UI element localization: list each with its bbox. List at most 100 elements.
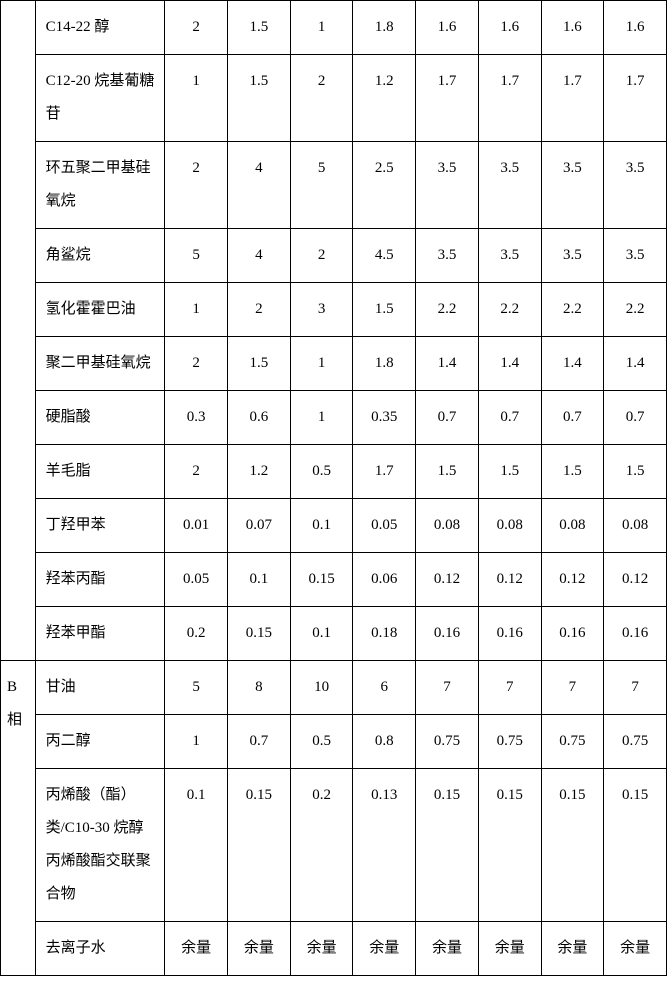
table-row: B相甘油581067777 — [1, 661, 667, 715]
value-cell: 0.75 — [541, 715, 604, 769]
value-cell: 1.8 — [353, 337, 416, 391]
value-cell: 5 — [290, 142, 353, 229]
value-cell: 4.5 — [353, 229, 416, 283]
value-cell: 2 — [165, 1, 228, 55]
value-cell: 1.5 — [228, 1, 291, 55]
value-cell: 0.1 — [165, 769, 228, 922]
value-cell: 1.5 — [228, 55, 291, 142]
value-cell: 1.6 — [604, 1, 667, 55]
value-cell: 7 — [478, 661, 541, 715]
table-row: 聚二甲基硅氧烷21.511.81.41.41.41.4 — [1, 337, 667, 391]
table-row: 羟苯丙酯0.050.10.150.060.120.120.120.12 — [1, 553, 667, 607]
ingredient-name-cell: 羟苯甲酯 — [35, 607, 165, 661]
ingredient-name-cell: 羟苯丙酯 — [35, 553, 165, 607]
value-cell: 1 — [290, 337, 353, 391]
value-cell: 3.5 — [478, 142, 541, 229]
phase-cell — [1, 1, 36, 661]
value-cell: 0.5 — [290, 715, 353, 769]
table-row: 丙烯酸（酯）类/C10-30 烷醇丙烯酸酯交联聚合物0.10.150.20.13… — [1, 769, 667, 922]
value-cell: 1 — [165, 283, 228, 337]
value-cell: 0.08 — [604, 499, 667, 553]
value-cell: 1.6 — [541, 1, 604, 55]
value-cell: 1.5 — [541, 445, 604, 499]
value-cell: 余量 — [478, 922, 541, 976]
value-cell: 1.2 — [353, 55, 416, 142]
value-cell: 余量 — [604, 922, 667, 976]
value-cell: 0.35 — [353, 391, 416, 445]
value-cell: 1.2 — [228, 445, 291, 499]
value-cell: 2.2 — [478, 283, 541, 337]
value-cell: 7 — [604, 661, 667, 715]
value-cell: 2.2 — [416, 283, 479, 337]
value-cell: 余量 — [290, 922, 353, 976]
value-cell: 3.5 — [416, 142, 479, 229]
value-cell: 0.16 — [604, 607, 667, 661]
value-cell: 2 — [290, 55, 353, 142]
value-cell: 1.6 — [478, 1, 541, 55]
value-cell: 3.5 — [604, 229, 667, 283]
value-cell: 1.7 — [353, 445, 416, 499]
table-body: C14-22 醇21.511.81.61.61.61.6C12-20 烷基葡糖苷… — [1, 1, 667, 976]
value-cell: 2.5 — [353, 142, 416, 229]
value-cell: 1.7 — [541, 55, 604, 142]
value-cell: 1.8 — [353, 1, 416, 55]
value-cell: 0.08 — [416, 499, 479, 553]
ingredient-name-cell: 硬脂酸 — [35, 391, 165, 445]
value-cell: 1.7 — [416, 55, 479, 142]
table-row: 羟苯甲酯0.20.150.10.180.160.160.160.16 — [1, 607, 667, 661]
value-cell: 0.05 — [353, 499, 416, 553]
value-cell: 0.7 — [541, 391, 604, 445]
value-cell: 0.15 — [290, 553, 353, 607]
value-cell: 0.75 — [416, 715, 479, 769]
value-cell: 0.3 — [165, 391, 228, 445]
value-cell: 0.18 — [353, 607, 416, 661]
table-row: 环五聚二甲基硅氧烷2452.53.53.53.53.5 — [1, 142, 667, 229]
value-cell: 1.4 — [541, 337, 604, 391]
value-cell: 余量 — [353, 922, 416, 976]
value-cell: 6 — [353, 661, 416, 715]
value-cell: 0.7 — [416, 391, 479, 445]
table-row: C14-22 醇21.511.81.61.61.61.6 — [1, 1, 667, 55]
value-cell: 3.5 — [541, 229, 604, 283]
value-cell: 2 — [165, 142, 228, 229]
value-cell: 余量 — [541, 922, 604, 976]
value-cell: 1 — [290, 391, 353, 445]
value-cell: 0.75 — [478, 715, 541, 769]
ingredient-name-cell: 丙烯酸（酯）类/C10-30 烷醇丙烯酸酯交联聚合物 — [35, 769, 165, 922]
value-cell: 4 — [228, 142, 291, 229]
ingredient-name-cell: 羊毛脂 — [35, 445, 165, 499]
value-cell: 0.01 — [165, 499, 228, 553]
formulation-table: C14-22 醇21.511.81.61.61.61.6C12-20 烷基葡糖苷… — [0, 0, 667, 976]
value-cell: 0.08 — [478, 499, 541, 553]
value-cell: 0.7 — [228, 715, 291, 769]
value-cell: 3.5 — [541, 142, 604, 229]
ingredient-name-cell: 去离子水 — [35, 922, 165, 976]
table-row: 氢化霍霍巴油1231.52.22.22.22.2 — [1, 283, 667, 337]
table-row: C12-20 烷基葡糖苷11.521.21.71.71.71.7 — [1, 55, 667, 142]
value-cell: 8 — [228, 661, 291, 715]
value-cell: 余量 — [416, 922, 479, 976]
value-cell: 0.15 — [416, 769, 479, 922]
value-cell: 7 — [416, 661, 479, 715]
value-cell: 1.5 — [353, 283, 416, 337]
ingredient-name-cell: 氢化霍霍巴油 — [35, 283, 165, 337]
value-cell: 0.1 — [228, 553, 291, 607]
value-cell: 2 — [228, 283, 291, 337]
value-cell: 0.6 — [228, 391, 291, 445]
table-row: 丁羟甲苯0.010.070.10.050.080.080.080.08 — [1, 499, 667, 553]
value-cell: 余量 — [228, 922, 291, 976]
value-cell: 2.2 — [604, 283, 667, 337]
value-cell: 0.16 — [416, 607, 479, 661]
value-cell: 0.16 — [541, 607, 604, 661]
table-row: 硬脂酸0.30.610.350.70.70.70.7 — [1, 391, 667, 445]
value-cell: 3.5 — [416, 229, 479, 283]
ingredient-name-cell: C12-20 烷基葡糖苷 — [35, 55, 165, 142]
value-cell: 0.15 — [478, 769, 541, 922]
value-cell: 10 — [290, 661, 353, 715]
value-cell: 0.12 — [416, 553, 479, 607]
value-cell: 1.5 — [604, 445, 667, 499]
value-cell: 2 — [165, 445, 228, 499]
value-cell: 1 — [165, 55, 228, 142]
value-cell: 0.08 — [541, 499, 604, 553]
value-cell: 1.7 — [604, 55, 667, 142]
